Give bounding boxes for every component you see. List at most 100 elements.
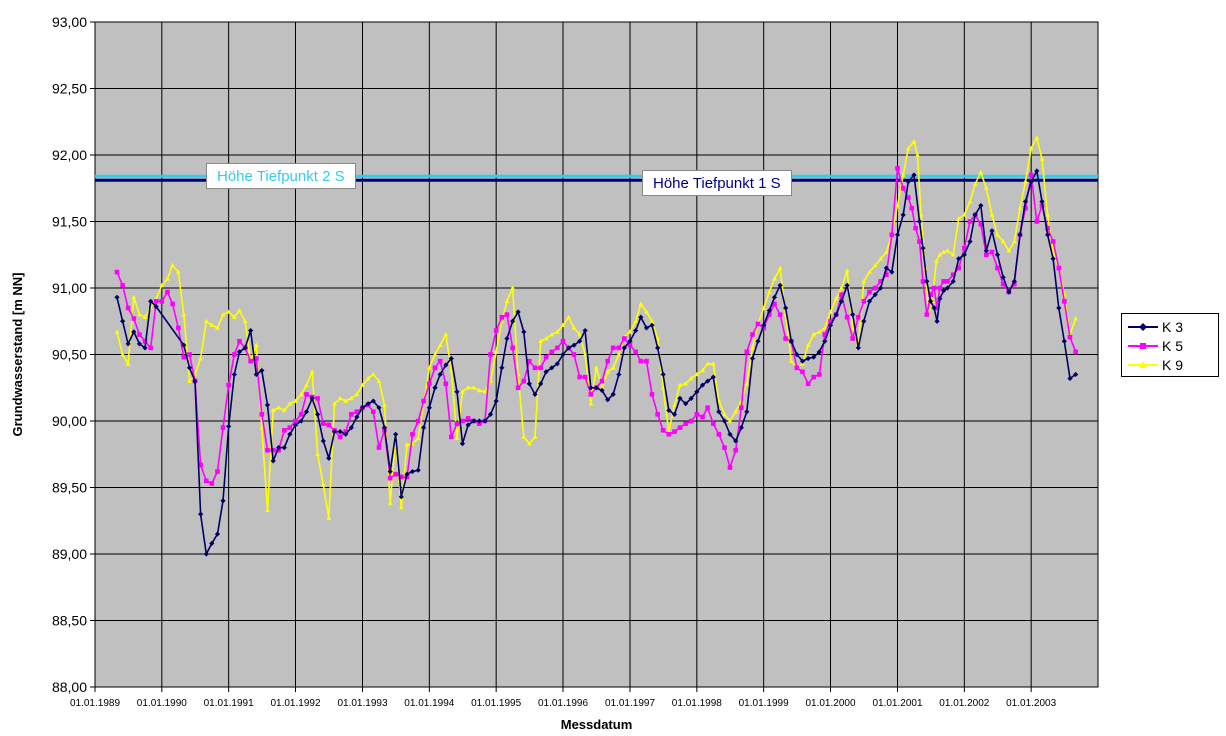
data-point [1017,232,1023,238]
data-point [928,292,933,297]
data-point [554,361,560,367]
data-point [794,365,800,371]
data-point [376,445,382,450]
data-point [387,500,393,506]
data-point [722,411,727,417]
data-point [744,349,750,355]
data-point [937,252,943,257]
data-point [711,421,716,426]
data-point [176,325,181,331]
data-point [1039,156,1045,161]
data-point [443,331,449,337]
data-point [1000,238,1006,244]
data-point [1006,248,1012,253]
data-point [941,249,947,254]
data-point [432,365,438,371]
data-point [937,296,943,302]
data-point [783,336,788,341]
data-point [962,245,967,251]
data-point [744,381,750,386]
data-point [220,498,226,504]
data-point [421,398,426,404]
data-point [571,352,577,357]
data-point [967,219,973,224]
data-point [805,342,811,347]
data-point [404,442,410,447]
x-tick-label: 01.01.2000 [805,698,855,709]
data-point [254,356,259,361]
data-point [750,345,755,350]
data-point [510,285,516,290]
data-point [599,387,605,394]
data-point [571,325,577,330]
data-point [549,365,555,371]
data-point [844,268,850,273]
data-point [236,349,243,355]
data-point [276,445,282,451]
data-point [660,428,666,433]
data-point [683,421,688,426]
data-point [304,392,309,397]
data-point [828,318,833,324]
data-point [1045,232,1051,238]
data-point [913,225,918,231]
data-point [627,342,633,348]
data-point [131,329,137,335]
data-point [605,397,611,403]
data-point [683,381,689,386]
data-point [566,314,572,320]
data-point [909,205,915,211]
data-point [989,228,995,234]
data-point [850,312,856,318]
data-point [270,458,276,464]
data-point [231,314,237,320]
y-tick-label: 90,50 [52,347,87,363]
data-point [153,304,159,310]
data-point [582,374,588,380]
data-point [844,282,850,288]
data-point [114,329,120,334]
data-point [956,216,962,221]
data-point [672,402,677,407]
y-tick-label: 88,50 [52,613,87,629]
data-point [911,139,917,144]
data-point [560,351,566,358]
data-point [978,221,984,227]
data-point [287,431,293,437]
data-point [482,418,488,424]
data-point [599,378,605,384]
data-point [627,329,633,334]
data-point [772,276,777,281]
data-point [287,425,293,430]
data-point [248,327,254,334]
data-point [733,447,738,453]
y-tick-label: 90,00 [52,413,87,429]
data-point [398,504,404,510]
data-point [181,354,187,360]
data-point [861,278,867,284]
data-point [153,299,159,304]
data-point [924,278,930,284]
data-point [387,468,393,475]
data-point [699,382,706,388]
data-point [432,351,438,357]
data-point [945,279,950,284]
data-point [839,292,844,297]
data-point [883,249,889,254]
data-point [1017,205,1023,210]
data-point [165,276,170,281]
data-point [644,358,649,364]
data-point [304,382,309,387]
data-point [354,391,360,397]
data-point [259,367,265,374]
data-point [677,425,683,430]
data-point [638,358,644,364]
data-point [694,389,700,395]
data-point [749,355,756,362]
data-point [744,409,750,415]
data-point [688,375,694,381]
data-point [142,338,148,344]
data-point [387,475,393,481]
data-point [526,381,532,387]
data-point [343,431,349,437]
